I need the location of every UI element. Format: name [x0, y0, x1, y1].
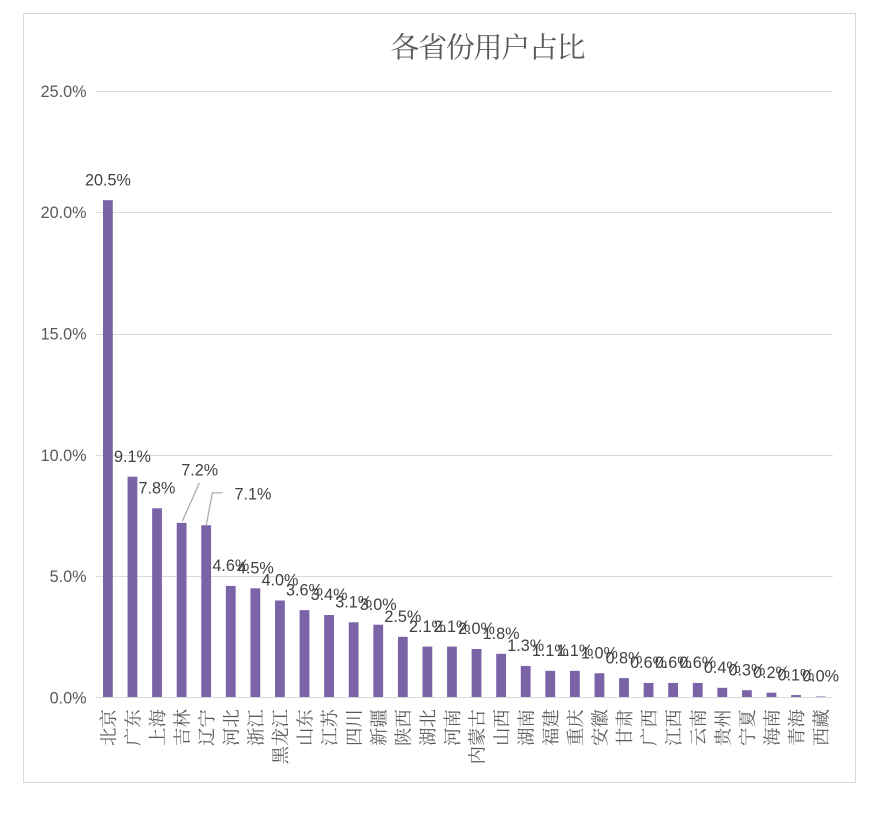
svg-text:0.2%: 0.2% — [753, 664, 790, 682]
svg-text:4.0%: 4.0% — [261, 572, 298, 590]
svg-text:1.8%: 1.8% — [483, 625, 520, 643]
svg-text:0.3%: 0.3% — [728, 661, 765, 679]
svg-text:0.6%: 0.6% — [655, 654, 692, 672]
svg-text:10.0%: 10.0% — [41, 447, 87, 465]
svg-text:4.6%: 4.6% — [212, 557, 249, 575]
svg-text:2.5%: 2.5% — [384, 608, 421, 626]
svg-text:3.6%: 3.6% — [286, 581, 323, 599]
svg-text:0.4%: 0.4% — [704, 659, 741, 677]
svg-text:1.1%: 1.1% — [556, 642, 593, 660]
svg-text:0.6%: 0.6% — [630, 654, 667, 672]
svg-text:0.6%: 0.6% — [679, 654, 716, 672]
svg-text:2.0%: 2.0% — [458, 620, 495, 638]
svg-text:1.1%: 1.1% — [532, 642, 569, 660]
svg-text:5.0%: 5.0% — [50, 568, 87, 586]
svg-text:20.5%: 20.5% — [85, 171, 131, 189]
svg-text:7.8%: 7.8% — [139, 480, 176, 498]
svg-text:25.0%: 25.0% — [41, 83, 87, 101]
svg-text:3.4%: 3.4% — [311, 586, 348, 604]
svg-text:2.1%: 2.1% — [434, 618, 471, 636]
svg-text:0.0%: 0.0% — [50, 689, 87, 707]
svg-text:7.2%: 7.2% — [181, 461, 218, 479]
svg-text:1.0%: 1.0% — [581, 644, 618, 662]
svg-text:20.0%: 20.0% — [41, 204, 87, 222]
svg-text:15.0%: 15.0% — [41, 326, 87, 344]
svg-text:3.0%: 3.0% — [360, 596, 397, 614]
svg-text:0.1%: 0.1% — [778, 666, 815, 684]
svg-text:1.3%: 1.3% — [507, 637, 544, 655]
svg-text:0.8%: 0.8% — [606, 649, 643, 667]
svg-text:4.5%: 4.5% — [237, 560, 274, 578]
svg-text:2.1%: 2.1% — [409, 618, 446, 636]
svg-text:7.1%: 7.1% — [235, 485, 272, 503]
svg-text:9.1%: 9.1% — [114, 448, 151, 466]
svg-text:0.0%: 0.0% — [802, 668, 839, 686]
svg-text:3.1%: 3.1% — [335, 594, 372, 612]
